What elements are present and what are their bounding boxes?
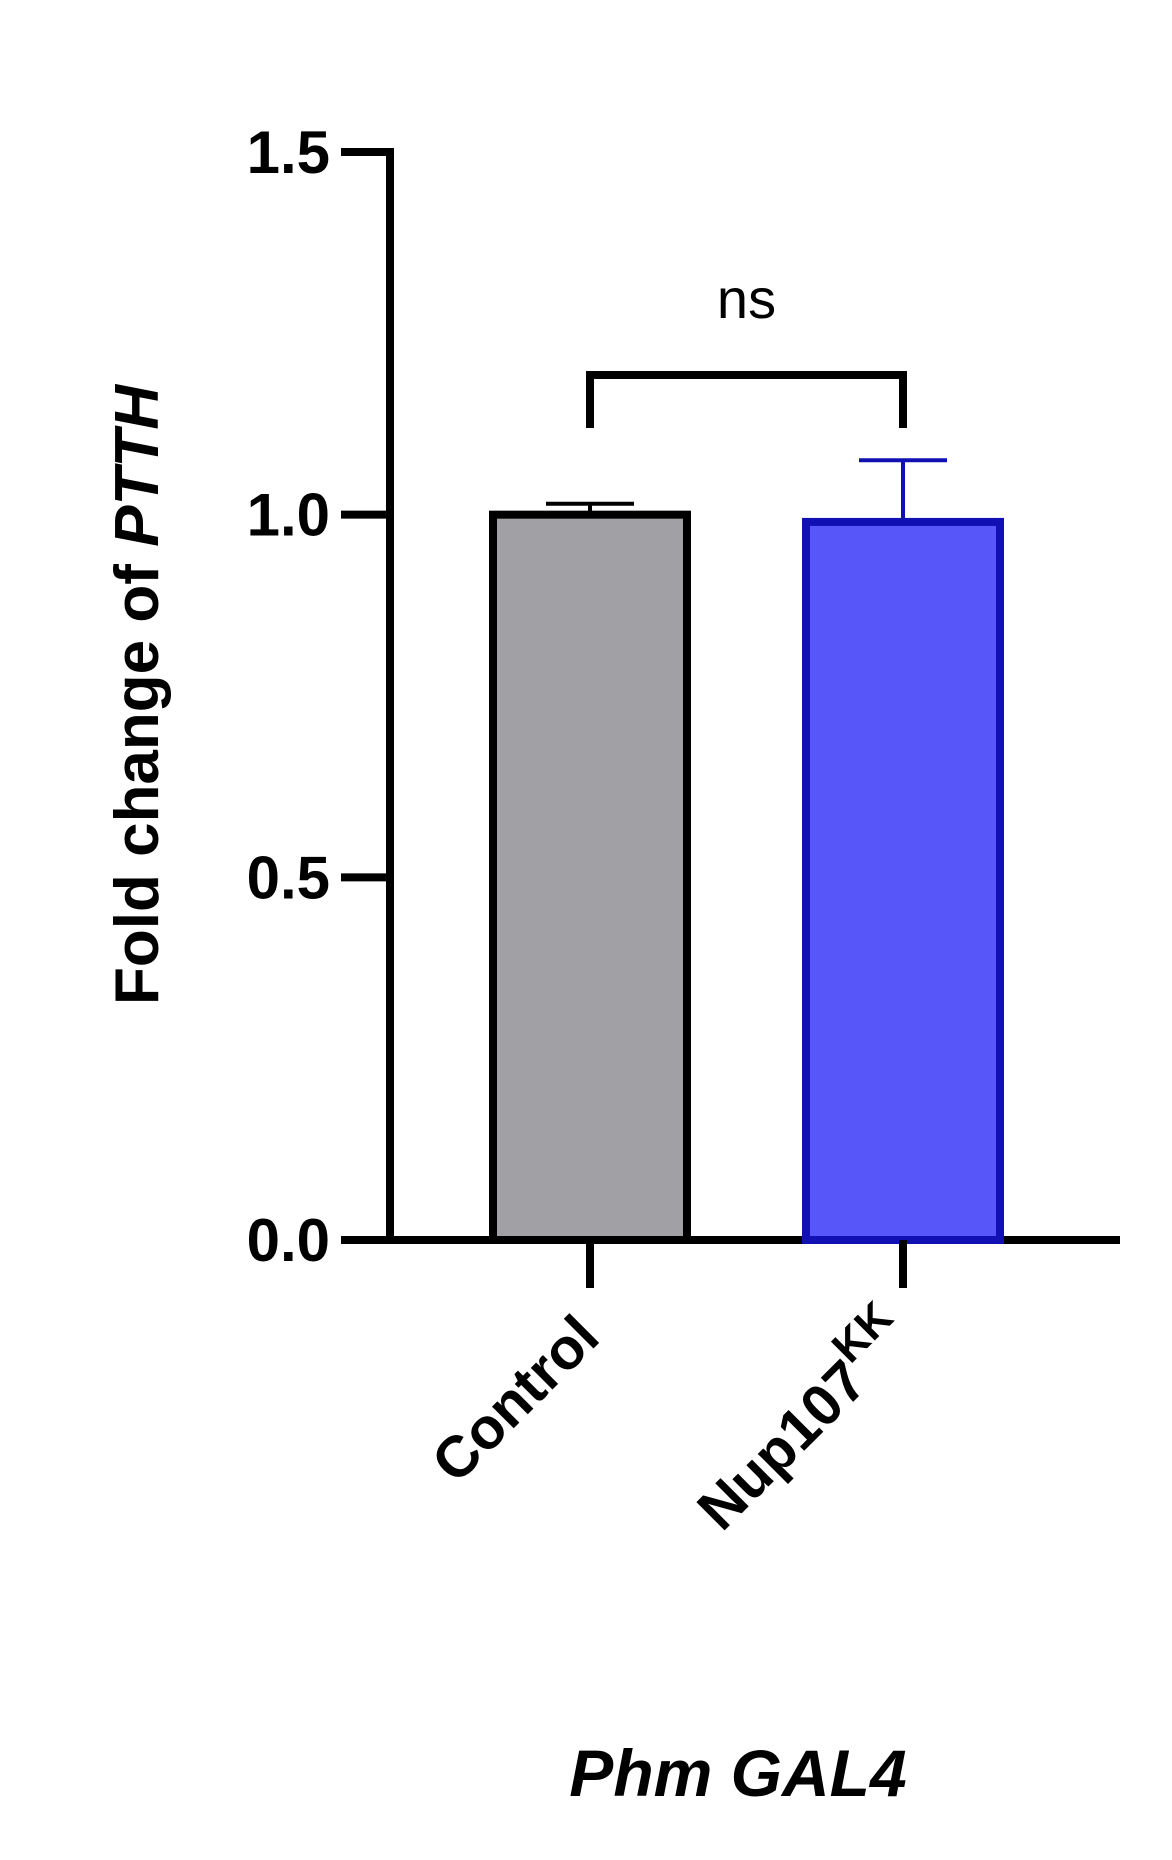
bar bbox=[802, 517, 1004, 1244]
significance-label: ns bbox=[717, 267, 776, 330]
bars bbox=[489, 458, 1004, 1244]
y-axis-label-text: Fold change of bbox=[103, 547, 172, 1005]
x-tick-label: Control bbox=[419, 1303, 611, 1495]
x-tick-label-text: Nup107 bbox=[685, 1348, 879, 1542]
y-axis-label-gene: PTTH bbox=[103, 384, 172, 547]
y-tick-label: 1.0 bbox=[247, 482, 330, 549]
significance-bracket: ns bbox=[586, 267, 907, 428]
x-tick-label-text: Control bbox=[419, 1303, 611, 1495]
bar bbox=[489, 510, 691, 1244]
y-ticks: 0.0 0.5 1.0 1.5 bbox=[247, 119, 390, 1274]
x-tick-label: Nup107KK bbox=[675, 1292, 925, 1542]
y-axis-label: Fold change of PTTH bbox=[103, 384, 172, 1005]
group-label: Phm GAL4 bbox=[569, 1736, 906, 1810]
y-tick-label: 0.5 bbox=[247, 844, 330, 911]
y-tick-label: 1.5 bbox=[247, 119, 330, 186]
x-ticks: Control Nup107KK bbox=[419, 1240, 925, 1542]
y-tick-label: 0.0 bbox=[247, 1207, 330, 1274]
significance-bracket-line bbox=[586, 371, 907, 428]
